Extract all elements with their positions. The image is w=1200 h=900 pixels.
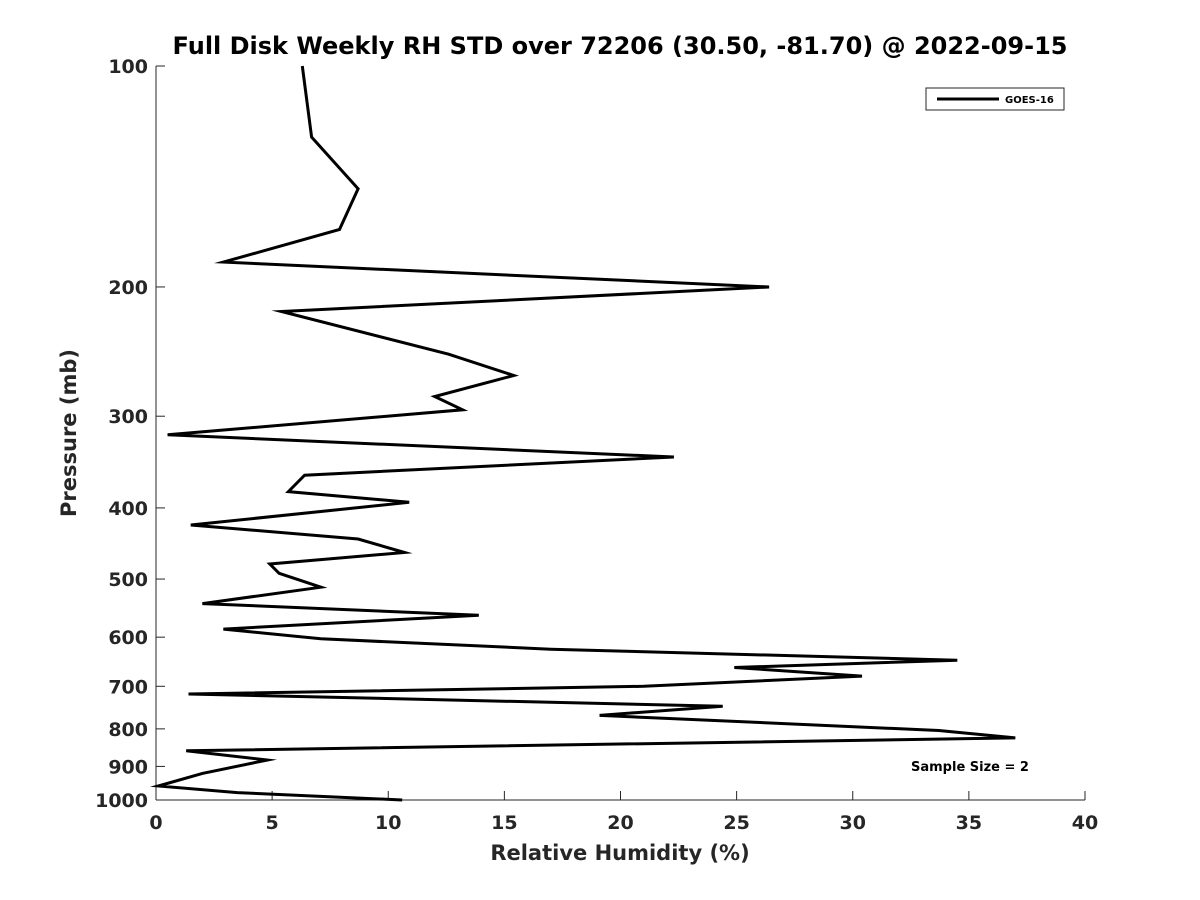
series-line-goes-16 bbox=[149, 65, 1016, 802]
x-tick-label: 20 bbox=[607, 812, 633, 834]
y-tick-label: 700 bbox=[108, 676, 148, 698]
x-tick-label: 30 bbox=[840, 812, 866, 834]
chart-title: Full Disk Weekly RH STD over 72206 (30.5… bbox=[173, 32, 1068, 60]
x-tick-label: 15 bbox=[491, 812, 517, 834]
y-tick-label: 900 bbox=[108, 756, 148, 778]
series-layer bbox=[149, 65, 1016, 802]
x-tick-label: 40 bbox=[1072, 812, 1098, 834]
y-tick-label: 200 bbox=[108, 277, 148, 299]
y-tick-label: 800 bbox=[108, 719, 148, 741]
y-tick-label: 100 bbox=[108, 56, 148, 78]
x-tick-label: 10 bbox=[375, 812, 401, 834]
x-tick-label: 0 bbox=[149, 812, 162, 834]
x-tick-label: 5 bbox=[266, 812, 279, 834]
legend-entry-label: GOES-16 bbox=[1005, 95, 1054, 106]
y-tick-label: 600 bbox=[108, 627, 148, 649]
x-tick-label: 25 bbox=[723, 812, 749, 834]
y-axis-label: Pressure (mb) bbox=[57, 349, 81, 517]
y-tick-label: 500 bbox=[108, 569, 148, 591]
legend: GOES-16 bbox=[925, 87, 1065, 111]
y-tick-label: 400 bbox=[108, 498, 148, 520]
sample-size-annotation: Sample Size = 2 bbox=[911, 760, 1029, 775]
x-tick-label: 35 bbox=[956, 812, 982, 834]
axes: 0 5 10 15 20 25 30 35 40 100 200 300 400 500 600 700 800… bbox=[95, 56, 1098, 834]
y-tick-label: 1000 bbox=[95, 790, 148, 812]
x-axis-label: Relative Humidity (%) bbox=[490, 841, 749, 865]
y-tick-label: 300 bbox=[108, 406, 148, 428]
